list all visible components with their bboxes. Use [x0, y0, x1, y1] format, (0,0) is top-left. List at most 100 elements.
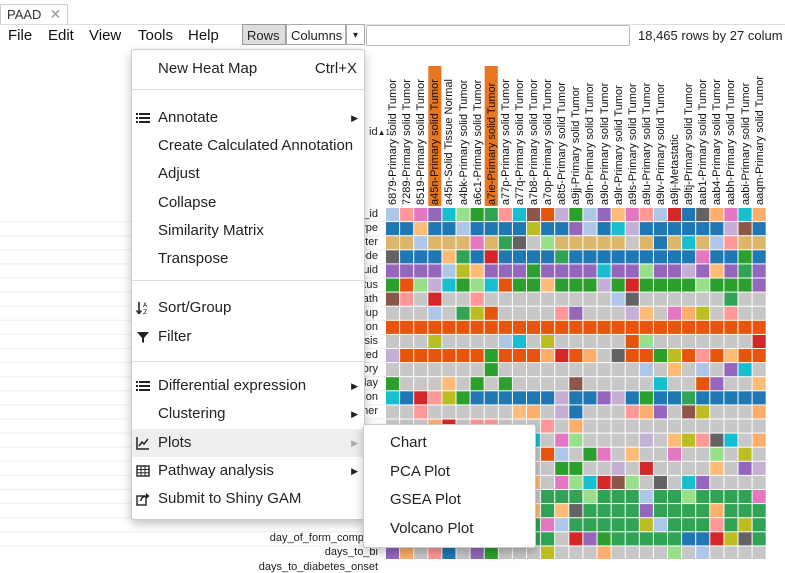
- heatmap-cell: [611, 447, 625, 461]
- row-label[interactable]: ter: [365, 236, 378, 249]
- column-header[interactable]: a7op-Primary solid Tumor: [542, 79, 555, 205]
- column-header[interactable]: 8519-Primary solid Tumor: [415, 79, 428, 205]
- row-label[interactable]: ted: [362, 349, 378, 361]
- heatmap-cell: [724, 546, 738, 559]
- heatmap-cell: [541, 264, 555, 278]
- row-label[interactable]: ion: [363, 320, 378, 333]
- heatmap-cell: [611, 546, 625, 559]
- menu-item-plots[interactable]: Plots ▶: [132, 429, 364, 457]
- row-label[interactable]: sis: [364, 334, 378, 347]
- heatmap-cell: [625, 504, 639, 518]
- heatmap-cell: [668, 405, 682, 419]
- tab-paad[interactable]: PAAD ✕: [0, 4, 69, 24]
- heatmap-cell: [498, 377, 512, 391]
- heatmap-cell: [583, 419, 597, 433]
- row-label[interactable]: days_to_bi: [324, 546, 378, 559]
- column-header[interactable]: a77p-Primary solid Tumor: [499, 79, 512, 205]
- menu-file[interactable]: File: [8, 27, 33, 44]
- heatmap-cell: [414, 391, 428, 405]
- heatmap-cell: [682, 490, 696, 504]
- column-header[interactable]: aabi-Primary solid Tumor: [739, 82, 752, 205]
- menu-item-differential-expression[interactable]: Differential expression ▶: [132, 372, 364, 400]
- heatmap-cell: [625, 349, 639, 363]
- heatmap-cell: [710, 363, 724, 377]
- submenu-item-volcano-plot[interactable]: Volcano Plot: [364, 515, 535, 543]
- row-label[interactable]: days_to_diabetes_onset: [258, 560, 378, 573]
- menu-item-new-heat-map[interactable]: New Heat Map Ctrl+X: [132, 55, 364, 83]
- menu-item-collapse[interactable]: Collapse: [132, 189, 364, 217]
- column-header[interactable]: a9lu-Primary solid Tumor: [640, 82, 653, 205]
- column-header[interactable]: a9ln-Primary solid Tumor: [584, 82, 597, 205]
- column-header[interactable]: aaqm-Primary solid Tumor: [753, 76, 766, 205]
- table-icon: [136, 465, 150, 477]
- column-header[interactable]: a9lj-Metastatic: [669, 134, 681, 205]
- chevron-down-icon[interactable]: ▾: [346, 24, 365, 45]
- heatmap-cell: [569, 518, 583, 532]
- heatmap-cell: [639, 236, 653, 250]
- row-label[interactable]: _id: [363, 208, 378, 220]
- column-header[interactable]: a4bk-Primary solid Tumor: [457, 79, 470, 205]
- menu-item-annotate[interactable]: Annotate ▶: [132, 104, 364, 132]
- column-header[interactable]: a8t5-Primary solid Tumor: [556, 82, 569, 205]
- menu-item-pathway-analysis[interactable]: Pathway analysis ▶: [132, 457, 364, 485]
- heatmap-cell: [752, 292, 766, 306]
- column-header[interactable]: 7289-Primary solid Tumor: [401, 79, 414, 205]
- columns-button[interactable]: Columns: [286, 24, 346, 45]
- row-label[interactable]: ion: [363, 391, 378, 404]
- heatmap-cell: [696, 320, 710, 334]
- heatmap-cell: [752, 334, 766, 348]
- column-header[interactable]: aab4-Primary solid Tumor: [711, 79, 724, 205]
- column-header[interactable]: a7ie-Primary solid Tumor: [485, 82, 498, 205]
- close-icon[interactable]: ✕: [49, 6, 62, 22]
- heatmap-cell: [724, 320, 738, 334]
- row-label[interactable]: ner: [362, 405, 378, 418]
- search-input[interactable]: [366, 25, 630, 46]
- menu-item-transpose[interactable]: Transpose: [132, 245, 364, 273]
- submenu-item-gsea-plot[interactable]: GSEA Plot: [364, 486, 535, 514]
- heatmap-cell: [738, 208, 752, 222]
- column-header[interactable]: aabh-Primary solid Tumor: [725, 79, 738, 205]
- heatmap-cell: [583, 461, 597, 475]
- menu-help[interactable]: Help: [188, 27, 219, 44]
- column-header[interactable]: a9lo-Primary solid Tumor: [598, 82, 611, 205]
- submenu-item-chart[interactable]: Chart: [364, 429, 535, 457]
- column-header[interactable]: aab1-Primary solid Tumor: [697, 79, 710, 205]
- column-header[interactable]: a45n-Primary solid Tumor: [429, 79, 442, 205]
- column-header[interactable]: a77q-Primary solid Tumor: [513, 79, 526, 205]
- menu-tools[interactable]: Tools: [138, 27, 174, 44]
- heatmap-cell: [428, 349, 442, 363]
- row-label[interactable]: ath: [362, 292, 378, 305]
- rows-button[interactable]: Rows: [242, 24, 286, 45]
- row-label[interactable]: uid: [363, 264, 378, 277]
- row-label[interactable]: ory: [362, 363, 378, 376]
- menu-item-clustering[interactable]: Clustering ▶: [132, 400, 364, 428]
- column-header[interactable]: a9lr-Primary solid Tumor: [612, 85, 625, 205]
- heatmap-cell: [738, 419, 752, 433]
- column-header[interactable]: a7b8-Primary solid Tumor: [528, 79, 540, 205]
- column-header[interactable]: a9jj-Primary solid Tumor: [570, 86, 583, 205]
- row-label[interactable]: tus: [363, 278, 378, 291]
- menu-item-similarity-matrix[interactable]: Similarity Matrix: [132, 217, 364, 245]
- heatmap-cell: [569, 264, 583, 278]
- column-header[interactable]: a45n-Solid Tissue Normal: [443, 79, 456, 205]
- heatmap[interactable]: [0, 0, 785, 559]
- heatmap-cell: [752, 504, 766, 518]
- menu-item-create-calculated-annotation[interactable]: Create Calculated Annotation: [132, 132, 364, 160]
- heatmap-cell: [527, 363, 541, 377]
- heatmap-cell: [668, 208, 682, 222]
- column-header[interactable]: a9ls-Primary solid Tumor: [626, 83, 639, 205]
- heatmap-cell: [639, 264, 653, 278]
- row-label[interactable]: lay: [363, 377, 378, 390]
- menu-item-adjust[interactable]: Adjust: [132, 160, 364, 188]
- column-header[interactable]: a9ltj-Primary solid Tumor: [683, 83, 696, 205]
- menu-item-submit-to-shiny-gam[interactable]: Submit to Shiny GAM: [132, 485, 364, 513]
- menu-item-filter[interactable]: Filter: [132, 323, 364, 351]
- column-header[interactable]: a6c1-Primary solid Tumor: [471, 79, 484, 205]
- row-label[interactable]: day_of_form_completi: [269, 532, 378, 545]
- menu-view[interactable]: View: [89, 27, 122, 44]
- column-header[interactable]: a9lv-Primary solid Tumor: [654, 83, 667, 205]
- submenu-item-pca-plot[interactable]: PCA Plot: [364, 458, 535, 486]
- menu-edit[interactable]: Edit: [48, 27, 74, 44]
- heatmap-cell: [597, 518, 611, 532]
